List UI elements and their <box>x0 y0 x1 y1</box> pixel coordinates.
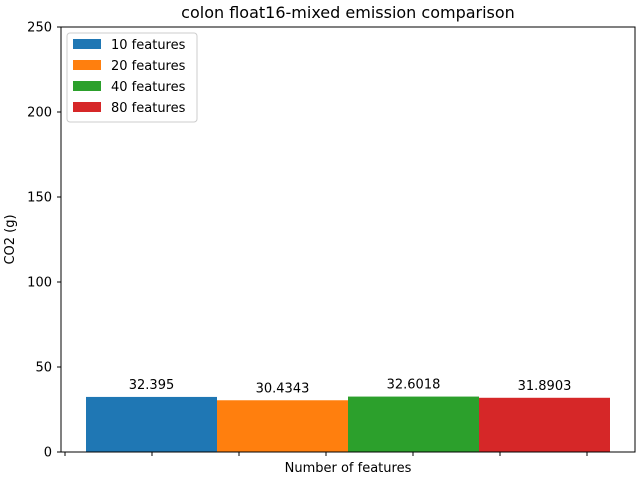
legend-entry: 10 features <box>111 38 186 53</box>
data-label: 31.8903 <box>518 379 572 394</box>
bar <box>86 396 217 452</box>
chart-title: colon float16-mixed emission comparison <box>181 3 515 22</box>
legend-swatch <box>73 60 101 70</box>
y-tick-label: 0 <box>44 446 52 461</box>
data-label: 30.4343 <box>256 381 310 396</box>
y-tick-label: 150 <box>27 191 52 206</box>
y-tick-label: 50 <box>35 361 52 376</box>
data-label: 32.395 <box>129 378 175 393</box>
plot-area: 32.395 30.4343 32.6018 31.8903 0 50 100 150 200 2… <box>27 21 636 461</box>
y-tick-label: 250 <box>27 21 52 36</box>
bar <box>217 400 348 452</box>
data-label: 32.6018 <box>387 378 441 393</box>
legend-swatch <box>73 39 101 49</box>
axes-frame <box>60 26 636 453</box>
legend-swatch <box>73 81 101 91</box>
y-tick-label: 200 <box>27 106 52 121</box>
legend-swatch <box>73 102 101 112</box>
y-tick-label: 100 <box>27 276 52 291</box>
legend-box <box>66 32 198 123</box>
legend: 10 features 20 features 40 features 80 feat… <box>66 32 198 123</box>
legend-entry: 80 features <box>111 101 186 116</box>
legend-entry: 40 features <box>111 80 186 95</box>
x-axis-label: Number of features <box>285 461 412 476</box>
legend-entry: 20 features <box>111 59 186 74</box>
y-axis-label: CO2 (g) <box>3 214 18 264</box>
bar <box>479 397 610 452</box>
bar <box>348 396 479 452</box>
